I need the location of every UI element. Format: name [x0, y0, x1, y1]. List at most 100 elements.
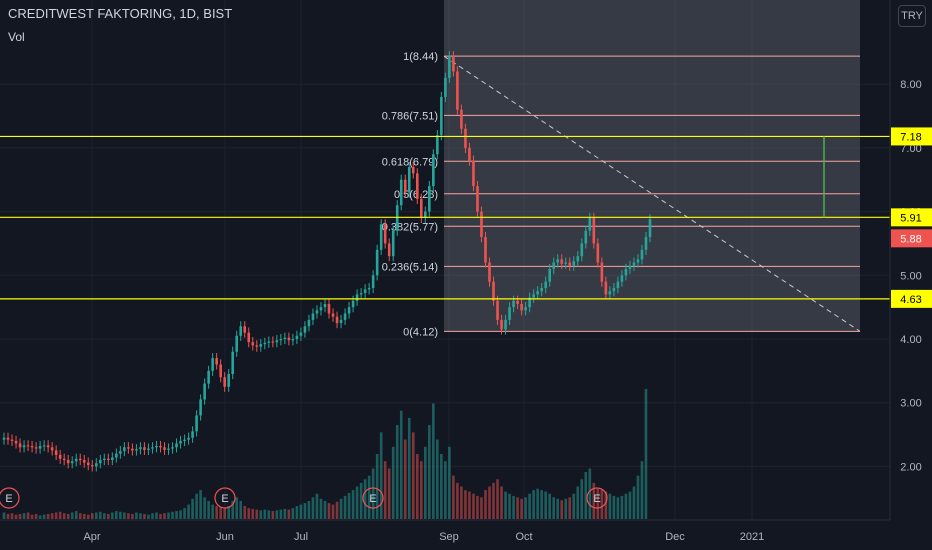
volume-bar	[119, 511, 122, 519]
volume-bar	[548, 493, 551, 519]
earnings-marker-label: E	[5, 493, 12, 505]
candle-body	[259, 344, 263, 347]
volume-bar	[22, 513, 26, 519]
candle-body	[367, 288, 371, 290]
volume-bar	[355, 486, 359, 519]
volume-bar	[395, 425, 399, 519]
volume-bar	[411, 432, 415, 519]
candle-body	[131, 448, 134, 451]
candle-body	[283, 337, 287, 339]
candle-body	[464, 128, 467, 148]
volume-bar	[46, 513, 50, 519]
candle-body	[592, 217, 596, 244]
volume-bar	[58, 511, 62, 519]
volume-bar	[183, 508, 186, 519]
candle-body	[299, 332, 303, 336]
volume-bar	[351, 490, 355, 519]
candle-body	[387, 243, 391, 257]
candle-body	[528, 297, 531, 308]
volume-bar	[580, 479, 584, 519]
volume-bar	[335, 501, 339, 519]
candle-body	[512, 300, 515, 308]
volume-bar	[131, 513, 134, 519]
volume-bar	[127, 513, 130, 519]
volume-bar	[375, 454, 379, 519]
earnings-marker-icon	[214, 487, 236, 509]
volume-bar	[187, 504, 190, 519]
candle-body	[500, 319, 503, 330]
volume-bar	[307, 500, 311, 519]
time-tick-label: Sep	[439, 531, 459, 543]
volume-bar	[263, 509, 267, 519]
candle-body	[488, 262, 491, 282]
candle-body	[255, 345, 259, 347]
candle-body	[251, 342, 255, 346]
volume-bar	[319, 498, 323, 519]
candle-body	[211, 358, 214, 371]
volume-bar	[496, 479, 499, 519]
candle-body	[624, 268, 628, 276]
candle-body	[456, 71, 459, 110]
candle-body	[119, 451, 122, 454]
candle-body	[520, 303, 523, 311]
time-tick-label: Jul	[294, 531, 308, 543]
candle-body	[171, 447, 174, 449]
candle-body	[187, 437, 190, 440]
volume-bar	[279, 509, 283, 519]
volume-bar	[163, 513, 166, 519]
volume-bar	[247, 508, 251, 519]
volume-bar	[98, 511, 102, 519]
volume-bar	[147, 514, 150, 519]
volume-bar	[452, 475, 455, 519]
volume-bar	[552, 497, 556, 519]
candle-body	[556, 259, 560, 263]
candle-body	[552, 262, 556, 269]
candle-body	[239, 326, 243, 336]
candle-body	[271, 341, 275, 343]
volume-bar	[532, 490, 535, 519]
volume-bar	[175, 511, 178, 519]
candle-body	[375, 249, 379, 276]
volume-indicator-label[interactable]: Vol	[8, 30, 25, 44]
price-label-bg	[891, 208, 932, 227]
volume-bar	[327, 503, 331, 519]
candle-body	[62, 458, 66, 461]
volume-bar	[448, 446, 451, 519]
volume-bar	[415, 454, 419, 519]
candle-body	[147, 448, 150, 450]
candle-body	[159, 446, 162, 448]
candle-body	[480, 211, 483, 238]
volume-bar	[215, 506, 218, 519]
candle-body	[167, 448, 170, 450]
volume-bar	[363, 479, 367, 519]
volume-bar	[440, 454, 443, 519]
volume-bar	[139, 513, 142, 519]
volume-bar	[424, 446, 427, 519]
volume-bar	[323, 500, 327, 519]
volume-bar	[267, 510, 271, 519]
candle-body	[620, 275, 624, 282]
volume-bar	[472, 493, 475, 519]
volume-bar	[66, 513, 70, 519]
price-tick-label: 8.00	[900, 79, 921, 91]
volume-bar	[155, 512, 158, 519]
candle-body	[524, 307, 527, 311]
candle-body	[395, 205, 399, 231]
fib-level-label: 0.618(6.79)	[382, 156, 438, 168]
volume-bar	[556, 498, 560, 519]
symbol-title[interactable]: CREDITWEST FAKTORING, 1D, BIST	[8, 6, 233, 21]
volume-bar	[468, 491, 471, 519]
candle-body	[287, 337, 291, 341]
volume-bar	[576, 486, 580, 519]
volume-bar	[195, 493, 198, 519]
candle-body	[335, 316, 339, 324]
candle-body	[179, 440, 182, 444]
volume-bar	[315, 493, 319, 519]
volume-bar	[243, 506, 247, 519]
candle-body	[636, 259, 640, 263]
volume-bar	[107, 513, 110, 519]
currency-button[interactable]: TRY	[898, 5, 926, 27]
candle-body	[303, 326, 307, 333]
candle-body	[448, 56, 451, 78]
